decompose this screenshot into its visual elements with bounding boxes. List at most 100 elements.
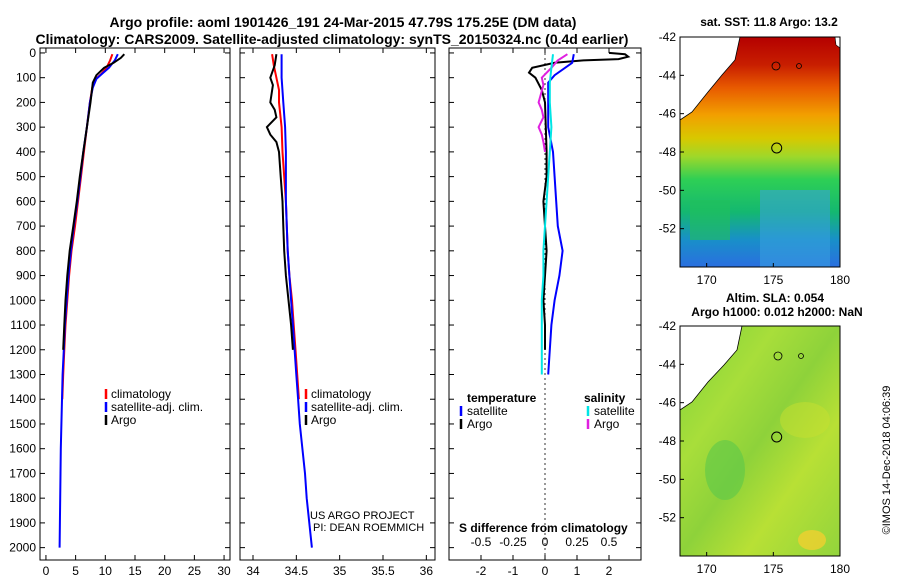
sst-green-patch <box>690 200 730 240</box>
map-x-tick-label: 175 <box>763 273 783 287</box>
plot-frame <box>39 47 231 561</box>
figure-title-line2: Climatology: CARS2009. Satellite-adjuste… <box>36 31 629 47</box>
series-line-satellite <box>547 54 575 375</box>
x-tick-label: 10 <box>99 564 113 578</box>
y-tick-label: 100 <box>16 71 36 85</box>
sla-argo-location-marker <box>771 431 783 443</box>
series-line-satellite <box>58 53 119 548</box>
top-x-axis-label: S difference from climatology <box>459 521 628 535</box>
top-x-tick-label: 0 <box>542 535 549 549</box>
x-tick-label: 34.5 <box>285 564 309 578</box>
sla-high-patch <box>798 530 826 550</box>
legend-label: Argo <box>311 413 337 427</box>
y-tick-label: 1100 <box>10 318 36 332</box>
legend-label: satellite-adj. clim. <box>111 400 203 414</box>
legend-title: temperature <box>467 391 537 405</box>
sla-map-subtitle: Argo h1000: 0.012 h2000: NaN <box>691 305 862 319</box>
sst-map-title: sat. SST: 11.8 Argo: 13.2 <box>700 15 838 29</box>
plot-frame <box>239 47 436 561</box>
plot-frame <box>448 47 642 561</box>
map-x-tick-label: 170 <box>697 562 717 576</box>
legend-label: Argo <box>111 413 137 427</box>
map-x-tick-label: 180 <box>830 562 850 576</box>
x-tick-label: 5 <box>72 564 79 578</box>
y-tick-label: 1500 <box>9 417 36 431</box>
series-line-climatology <box>61 53 114 400</box>
y-tick-label: 1600 <box>9 442 36 456</box>
sst-land-south-island <box>679 36 741 121</box>
temperature-profile-panel: 0100200300400500600700800900100011001200… <box>9 46 231 580</box>
map-y-tick-label: -48 <box>659 434 677 448</box>
sst-island-marker <box>796 63 802 69</box>
x-tick-label: 34 <box>246 564 260 578</box>
series-line-argo <box>62 53 126 350</box>
x-tick-label: 0 <box>43 564 50 578</box>
sla-mid-patch <box>780 402 830 438</box>
y-tick-label: 900 <box>16 269 36 283</box>
map-x-tick-label: 175 <box>763 562 783 576</box>
map-y-tick-label: -46 <box>659 396 677 410</box>
x-tick-label: 20 <box>158 564 172 578</box>
legend-label: satellite <box>467 404 508 418</box>
sst-island-marker <box>771 61 781 71</box>
legend-label: satellite <box>594 404 635 418</box>
x-tick-label: 35 <box>333 564 347 578</box>
y-tick-label: 500 <box>16 170 36 184</box>
map-x-tick-label: 170 <box>697 273 717 287</box>
y-tick-label: 1000 <box>9 293 36 307</box>
y-tick-label: 1300 <box>9 367 36 381</box>
y-tick-label: 1200 <box>9 343 36 357</box>
figure-title-line1: Argo profile: aoml 1901426_191 24-Mar-20… <box>110 14 577 30</box>
difference-profile-panel: -2 -0.5 -1 -0.25 0 0 1 0.25 2 0.5S difference fro… <box>448 47 642 580</box>
series-line-satellite <box>280 54 313 548</box>
y-tick-label: 1800 <box>9 491 36 505</box>
x-tick-label: -1 <box>508 564 519 578</box>
legend-label: Argo <box>594 417 620 431</box>
legend-label: climatology <box>311 387 371 401</box>
y-tick-label: 400 <box>16 145 36 159</box>
legend-label: Argo <box>467 417 493 431</box>
y-tick-label: 800 <box>16 244 36 258</box>
x-tick-label: -2 <box>476 564 487 578</box>
map-y-tick-label: -42 <box>659 30 677 44</box>
map-y-tick-label: -44 <box>659 68 677 82</box>
salinity-profile-panel: 3434.53535.536salinityclimatologysatelli… <box>239 47 436 580</box>
top-x-tick-label: 0.25 <box>565 535 589 549</box>
sla-map-panel: -42 -44 -46 -48 -50 -52 170 175 180 <box>659 319 851 576</box>
y-tick-label: 1900 <box>9 516 36 530</box>
map-y-tick-label: -52 <box>659 511 677 525</box>
map-y-tick-label: -44 <box>659 357 677 371</box>
x-tick-label: 0 <box>542 564 549 578</box>
y-tick-label: 600 <box>16 194 36 208</box>
sst-cold-patch <box>760 190 830 267</box>
x-tick-label: 15 <box>128 564 142 578</box>
legend-label: climatology <box>111 387 171 401</box>
x-tick-label: 35.5 <box>371 564 395 578</box>
map-y-tick-label: -42 <box>659 319 677 333</box>
pi-credit: PI: DEAN ROEMMICH <box>313 522 424 534</box>
legend-title: salinity <box>584 391 626 405</box>
sla-island-marker <box>798 353 804 359</box>
top-x-tick-label: -0.25 <box>499 535 527 549</box>
series-line-argo <box>265 54 294 350</box>
y-tick-label: 1700 <box>9 466 36 480</box>
map-y-tick-label: -48 <box>659 145 677 159</box>
series-line-argo <box>527 51 631 350</box>
project-credit: US ARGO PROJECT <box>310 510 415 522</box>
x-tick-label: 2 <box>606 564 613 578</box>
map-y-tick-label: -50 <box>659 472 677 486</box>
x-tick-label: 30 <box>217 564 231 578</box>
y-tick-label: 200 <box>16 95 36 109</box>
y-tick-label: 700 <box>16 219 36 233</box>
legend-label: satellite-adj. clim. <box>311 400 403 414</box>
y-tick-label: 1400 <box>9 392 36 406</box>
sla-low-patch <box>705 440 745 500</box>
x-tick-label: 1 <box>574 564 581 578</box>
x-tick-label: 25 <box>188 564 202 578</box>
map-y-tick-label: -50 <box>659 183 677 197</box>
imos-credit: ©IMOS 14-Dec-2018 04:06:39 <box>881 386 893 535</box>
top-x-tick-label: 0.5 <box>601 535 618 549</box>
sst-map-panel: -42 -44 -46 -48 -50 -52 170 175 180 <box>659 30 851 287</box>
series-line-salinity_satellite <box>540 54 554 375</box>
